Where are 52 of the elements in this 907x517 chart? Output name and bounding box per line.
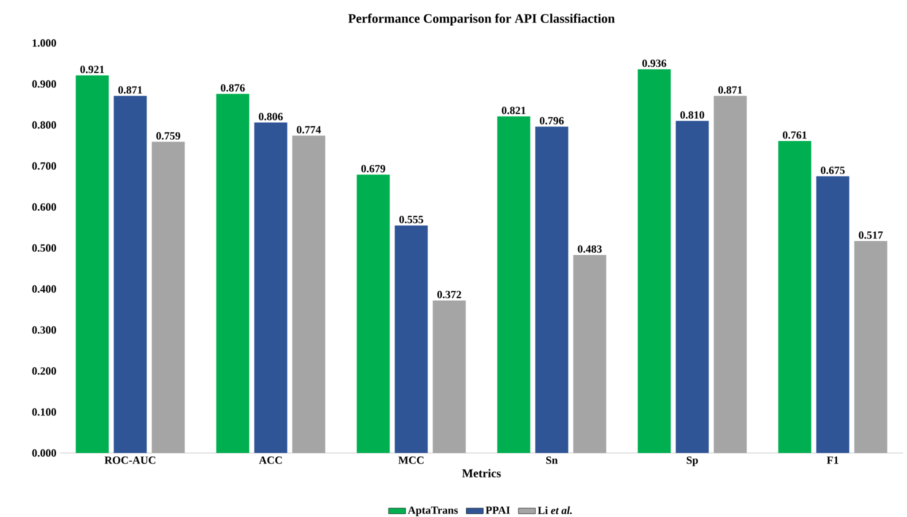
bar bbox=[216, 94, 250, 453]
y-tick-label: 0.600 bbox=[32, 203, 56, 211]
data-label: 0.483 bbox=[578, 245, 602, 253]
x-tick-label: ACC bbox=[258, 456, 282, 464]
y-tick-label: 0.100 bbox=[32, 408, 56, 416]
data-label: 0.555 bbox=[399, 216, 424, 224]
y-tick-label: 0.900 bbox=[32, 80, 56, 88]
y-tick-label: 0.400 bbox=[32, 285, 56, 293]
data-label: 0.806 bbox=[258, 112, 283, 120]
data-label: 0.517 bbox=[858, 231, 883, 239]
bar bbox=[254, 122, 288, 453]
data-label: 0.372 bbox=[437, 290, 462, 298]
data-label: 0.876 bbox=[220, 84, 245, 92]
data-label: 0.796 bbox=[540, 117, 564, 124]
data-label: 0.810 bbox=[680, 111, 704, 119]
x-tick-label: F1 bbox=[826, 456, 838, 464]
data-label: 0.761 bbox=[782, 131, 807, 139]
bar bbox=[356, 174, 390, 453]
data-label: 0.871 bbox=[118, 86, 142, 94]
bar bbox=[76, 75, 109, 453]
x-axis-title: Metrics bbox=[462, 468, 501, 478]
y-tick-label: 1.000 bbox=[32, 39, 56, 47]
y-tick-label: 0.500 bbox=[32, 244, 56, 252]
data-label: 0.921 bbox=[80, 66, 104, 74]
x-tick-label: Sn bbox=[546, 456, 558, 464]
data-label: 0.679 bbox=[361, 164, 386, 172]
data-label: 0.759 bbox=[156, 132, 180, 140]
bar bbox=[778, 140, 812, 453]
bar bbox=[816, 176, 850, 453]
bar bbox=[676, 120, 709, 453]
y-tick-label: 0.200 bbox=[32, 367, 56, 375]
legend-label: PPAI bbox=[486, 506, 510, 514]
bar bbox=[497, 116, 530, 453]
y-tick-label: 0.300 bbox=[32, 326, 56, 334]
bar bbox=[394, 225, 428, 453]
legend-label: Li et al. bbox=[538, 506, 572, 514]
legend-label: AptaTrans bbox=[408, 506, 458, 516]
data-label: 0.936 bbox=[642, 60, 666, 68]
y-tick-label: 0.800 bbox=[32, 121, 56, 129]
bar bbox=[535, 126, 568, 453]
data-label: 0.821 bbox=[502, 106, 526, 114]
bar bbox=[114, 96, 147, 453]
y-tick-label: 0.700 bbox=[32, 162, 56, 170]
x-tick-label: Sp bbox=[686, 456, 698, 466]
bar bbox=[638, 69, 671, 453]
data-label: 0.774 bbox=[296, 126, 321, 134]
data-label: 0.871 bbox=[718, 86, 742, 94]
chart-title: Performance Comparison for API Classifiaction bbox=[348, 14, 615, 26]
y-tick-label: 0.000 bbox=[32, 449, 56, 457]
x-tick-label: MCC bbox=[398, 456, 424, 464]
x-tick-label: ROC-AUC bbox=[104, 456, 156, 464]
data-label: 0.675 bbox=[820, 166, 845, 174]
